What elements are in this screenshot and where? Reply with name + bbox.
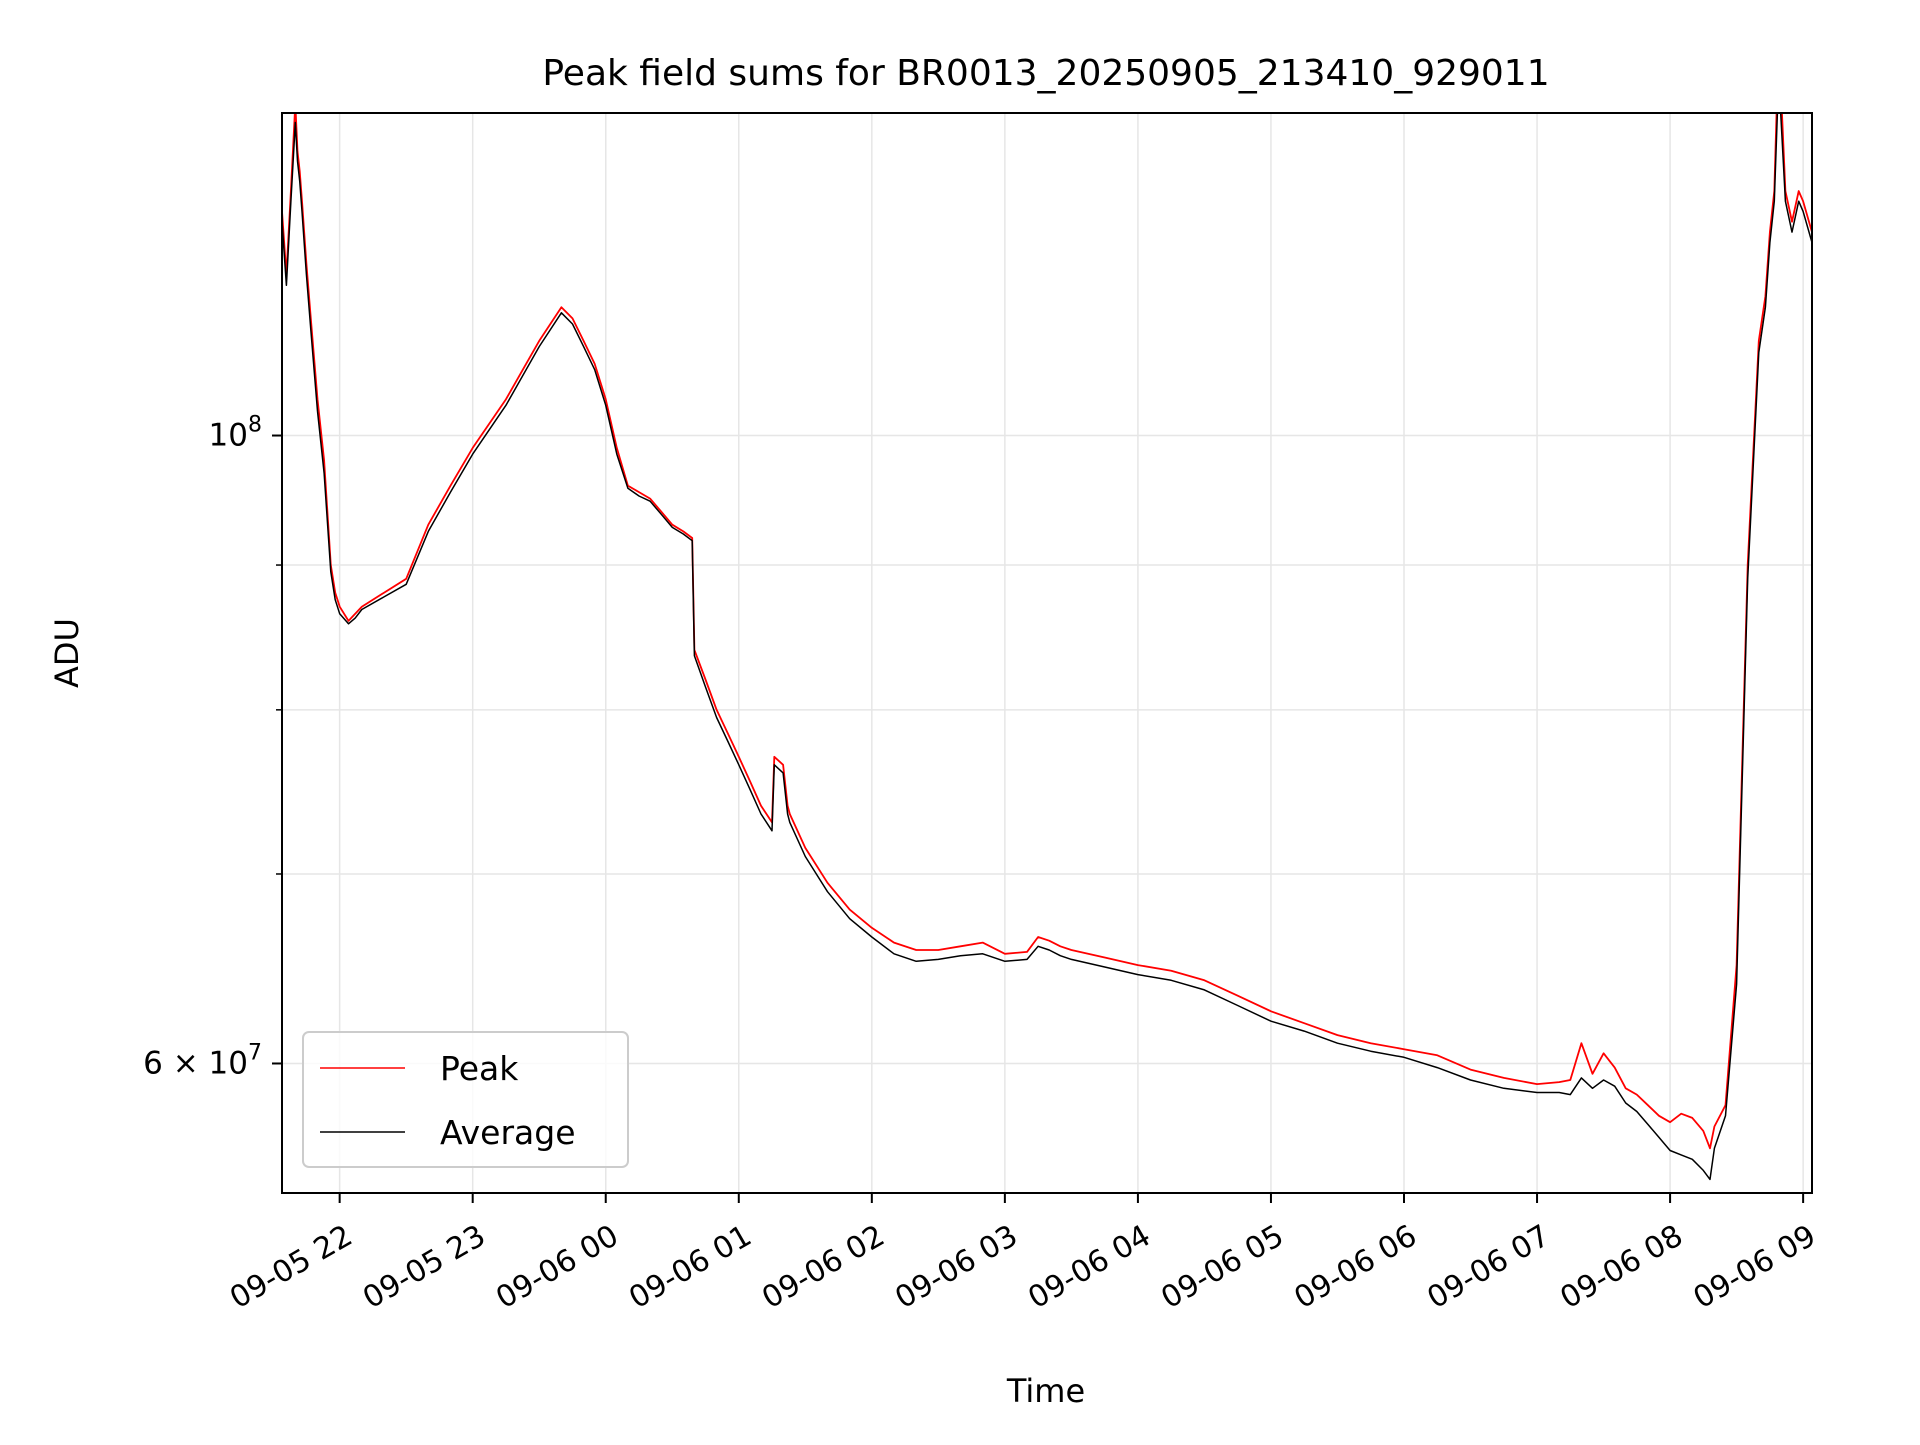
x-axis-label: Time <box>1006 1372 1085 1410</box>
legend-label-peak: Peak <box>440 1049 519 1088</box>
chart-title: Peak field sums for BR0013_20250905_2134… <box>542 53 1549 94</box>
legend-box <box>302 1031 629 1168</box>
grid <box>282 113 1812 1193</box>
y-axis-label: ADU <box>48 618 86 688</box>
legend-label-average: Average <box>440 1113 576 1152</box>
series-line-average <box>282 113 1812 1181</box>
series-layer <box>282 113 1812 1181</box>
plot-frame <box>281 112 1813 1194</box>
y-tick-label: 6 × 107 <box>143 1040 262 1081</box>
legend: Peak Average <box>302 1031 629 1168</box>
series-line-peak <box>282 113 1812 1150</box>
